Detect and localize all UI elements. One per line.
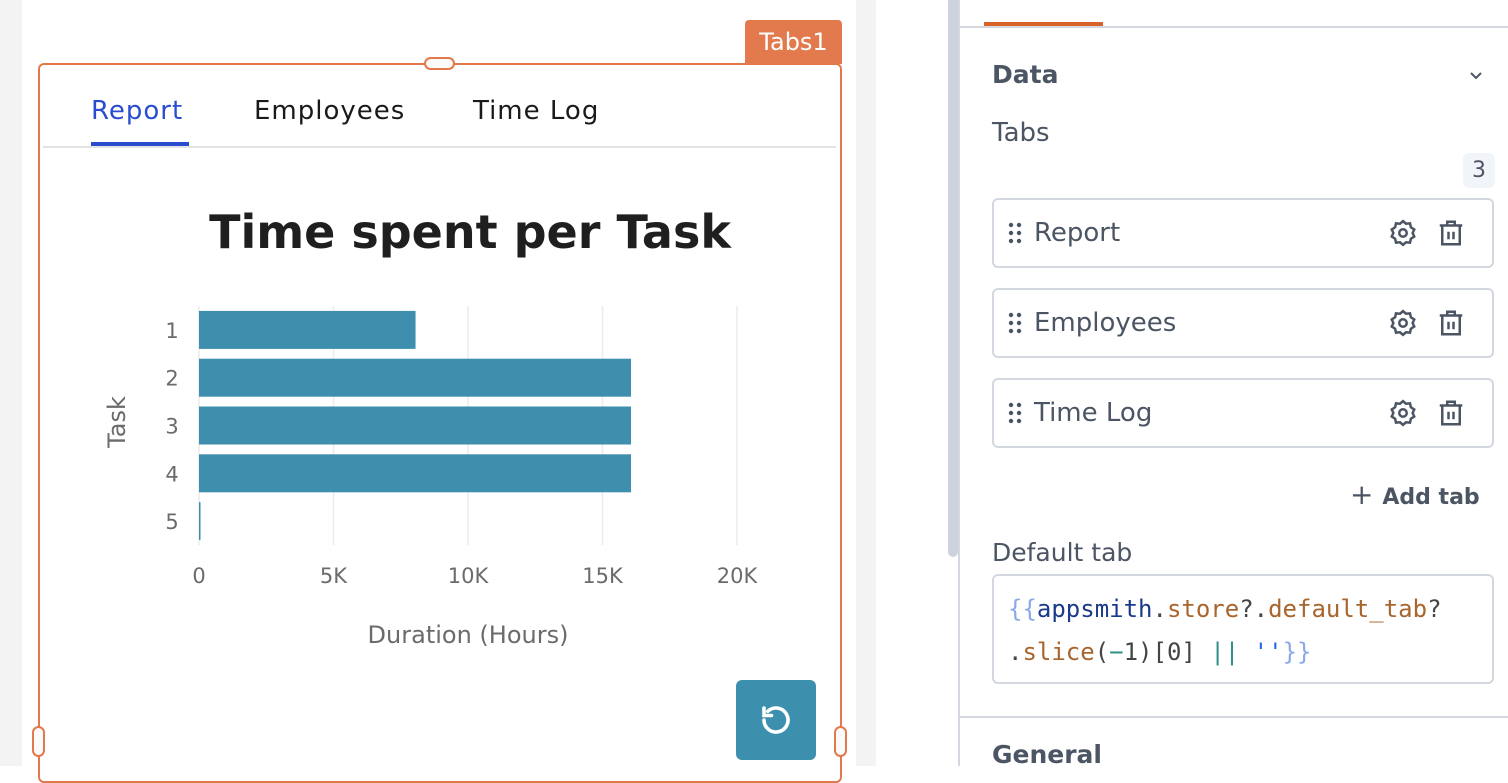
bar (199, 454, 632, 493)
default-tab-label: Default tab (992, 538, 1133, 567)
active-tab-indicator (91, 142, 189, 146)
gear-icon[interactable] (1388, 308, 1418, 338)
x-tick-label: 10K (448, 564, 490, 588)
x-tick-label: 20K (717, 564, 759, 588)
refresh-button[interactable] (736, 680, 816, 760)
tab-item-label: Report (1034, 218, 1121, 248)
tab-item-time-log[interactable]: Time Log (992, 378, 1494, 448)
tabs-label: Tabs (992, 118, 1050, 148)
default-tab-input[interactable]: {{appsmith.store?.default_tab? .slice(−1… (992, 574, 1494, 684)
panel-tab-active-indicator (984, 22, 1103, 26)
bar (199, 358, 632, 397)
section-title-general[interactable]: General (992, 740, 1102, 769)
y-tick-label: 2 (165, 367, 178, 391)
x-tick-label: 0 (192, 564, 205, 588)
y-tick-label: 5 (165, 510, 178, 534)
trash-icon[interactable] (1436, 308, 1466, 338)
resize-handle-top[interactable] (424, 57, 455, 70)
resize-handle-left[interactable] (32, 726, 45, 757)
drag-handle-icon[interactable] (1008, 402, 1022, 424)
canvas-edge (856, 0, 876, 766)
tab-item-report[interactable]: Report (992, 198, 1494, 268)
bar-chart: 0 5K 10K 15K 20K 1 2 3 4 5 Duration (Hours) Task (103, 306, 759, 649)
chevron-down-icon[interactable] (1466, 66, 1486, 86)
rotate-ccw-icon (762, 706, 790, 734)
tab-item-label: Time Log (1034, 398, 1153, 428)
tab-count-badge: 3 (1463, 153, 1495, 188)
canvas-gutter (0, 0, 22, 766)
section-title-data[interactable]: Data (992, 60, 1059, 89)
bar (199, 502, 201, 541)
drag-handle-icon[interactable] (1008, 222, 1022, 244)
tab-time-log[interactable]: Time Log (473, 96, 600, 126)
tab-item-label: Employees (1034, 308, 1177, 338)
x-tick-label: 15K (582, 564, 624, 588)
tab-item-employees[interactable]: Employees (992, 288, 1494, 358)
y-tick-label: 1 (165, 319, 178, 343)
x-axis-label: Duration (Hours) (368, 621, 569, 649)
widget-name-badge[interactable]: Tabs1 (745, 20, 842, 64)
y-tick-label: 3 (165, 415, 178, 439)
add-tab-label: Add tab (1382, 485, 1480, 510)
tab-report[interactable]: Report (91, 96, 184, 126)
scrollbar[interactable] (948, 0, 958, 557)
panel-tab-divider (960, 26, 1508, 28)
bar (199, 310, 416, 349)
resize-handle-right[interactable] (834, 726, 847, 757)
tab-bar-divider (43, 146, 836, 148)
plus-icon: + (1350, 478, 1383, 511)
bar (199, 406, 632, 445)
gear-icon[interactable] (1388, 218, 1418, 248)
drag-handle-icon[interactable] (1008, 312, 1022, 334)
tab-employees[interactable]: Employees (254, 96, 406, 126)
section-divider (960, 716, 1508, 718)
add-tab-button[interactable]: + Add tab (1350, 478, 1480, 511)
y-axis-label: Task (103, 396, 131, 449)
trash-icon[interactable] (1436, 398, 1466, 428)
gear-icon[interactable] (1388, 398, 1418, 428)
chart-title: Time spent per Task (209, 205, 731, 259)
y-tick-label: 4 (165, 462, 178, 486)
x-tick-label: 5K (320, 564, 348, 588)
trash-icon[interactable] (1436, 218, 1466, 248)
panel-divider (958, 0, 960, 766)
